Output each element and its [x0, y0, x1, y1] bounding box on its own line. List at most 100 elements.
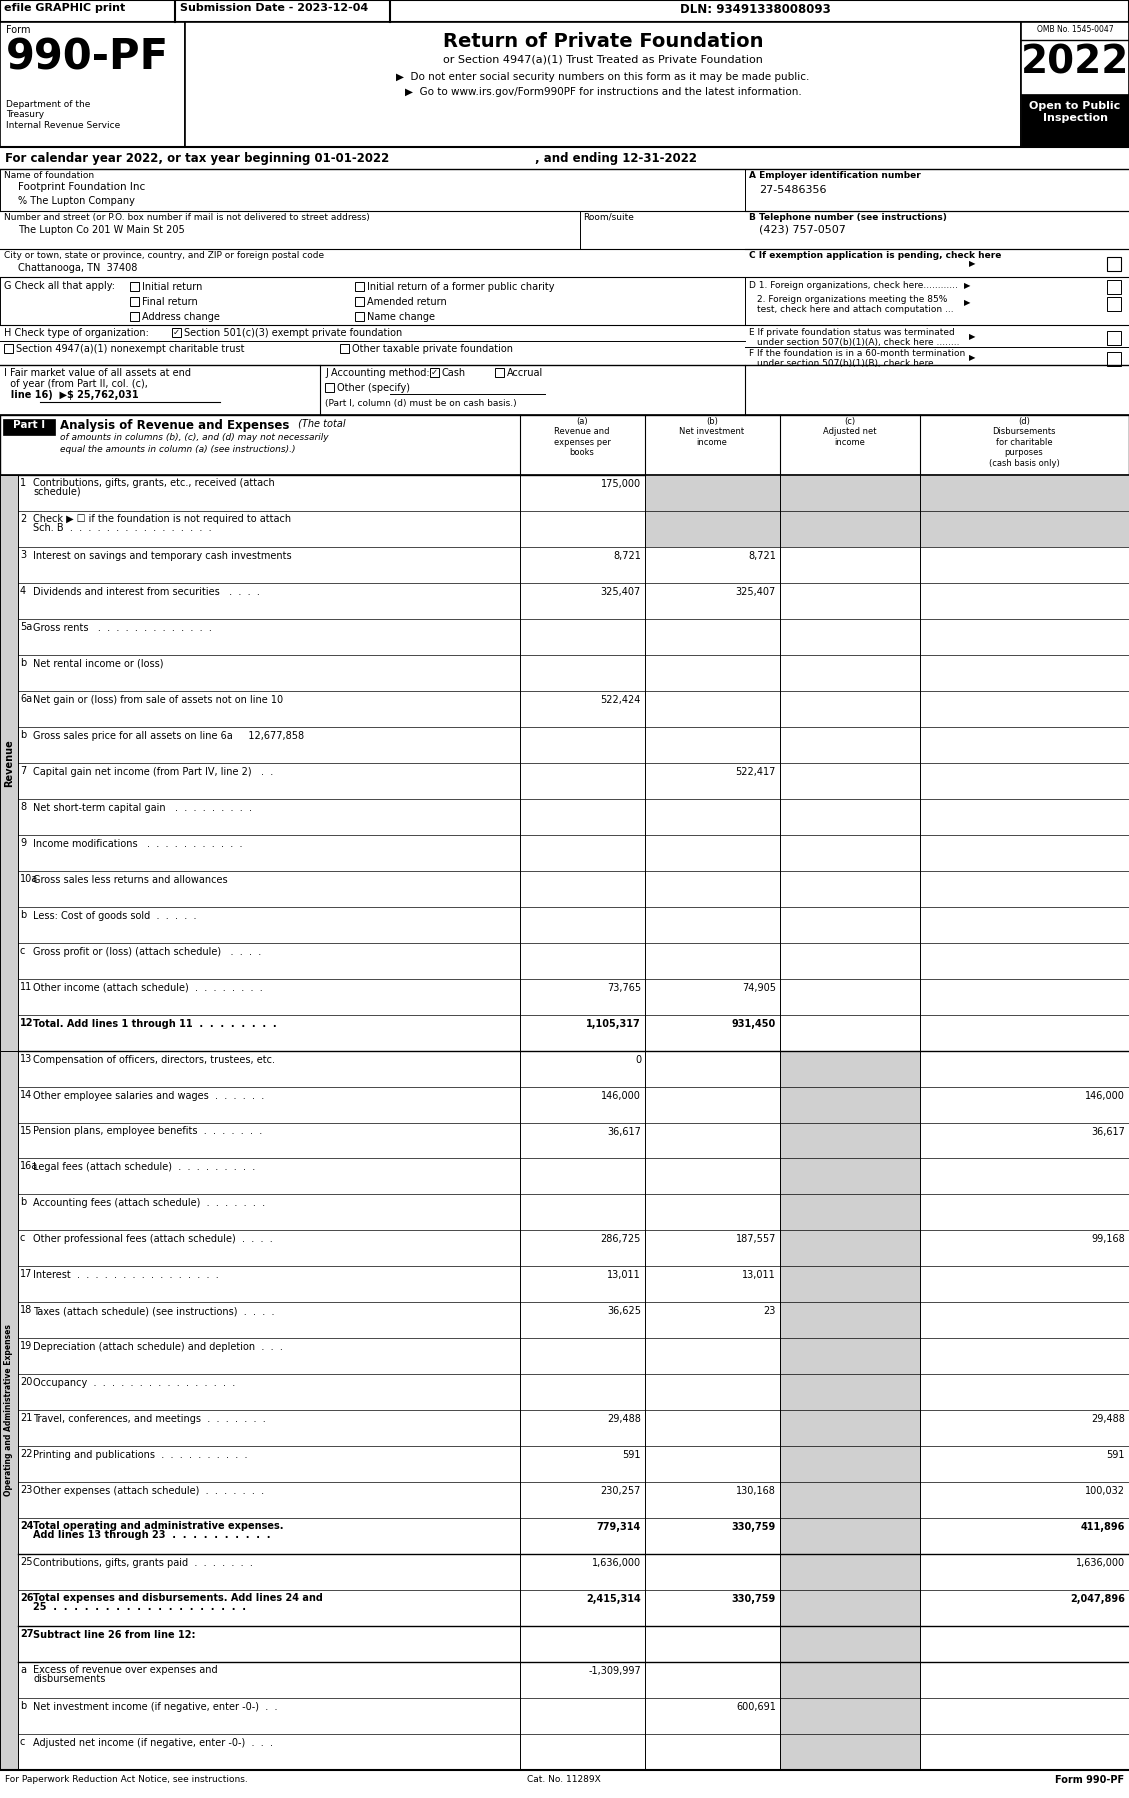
- Text: 0: 0: [634, 1055, 641, 1064]
- Text: 931,450: 931,450: [732, 1019, 776, 1028]
- Text: 100,032: 100,032: [1085, 1487, 1124, 1496]
- Bar: [745, 277, 1129, 325]
- Text: c: c: [20, 946, 25, 957]
- Text: Net investment income (if negative, enter -0-)  .  .: Net investment income (if negative, ente…: [33, 1703, 278, 1712]
- Text: Gross profit or (loss) (attach schedule)   .  .  .  .: Gross profit or (loss) (attach schedule)…: [33, 946, 261, 957]
- Bar: [1108, 352, 1121, 367]
- Text: I Fair market value of all assets at end: I Fair market value of all assets at end: [5, 369, 191, 378]
- Bar: [780, 1553, 920, 1589]
- Text: Contributions, gifts, grants, etc., received (attach: Contributions, gifts, grants, etc., rece…: [33, 478, 274, 487]
- Text: Occupancy  .  .  .  .  .  .  .  .  .  .  .  .  .  .  .  .: Occupancy . . . . . . . . . . . . . . . …: [33, 1379, 235, 1388]
- Text: ▶  Do not enter social security numbers on this form as it may be made public.: ▶ Do not enter social security numbers o…: [396, 72, 809, 83]
- Bar: [780, 1589, 920, 1625]
- Bar: [780, 1518, 920, 1553]
- Bar: [780, 1266, 920, 1302]
- Text: 522,417: 522,417: [736, 766, 776, 777]
- Text: 5a: 5a: [20, 622, 33, 631]
- Text: equal the amounts in column (a) (see instructions).): equal the amounts in column (a) (see ins…: [60, 444, 296, 455]
- Text: Revenue: Revenue: [5, 739, 14, 788]
- Text: schedule): schedule): [33, 487, 80, 496]
- Text: Name of foundation: Name of foundation: [5, 171, 94, 180]
- Text: F If the foundation is in a 60-month termination: F If the foundation is in a 60-month ter…: [749, 349, 965, 358]
- Text: % The Lupton Company: % The Lupton Company: [18, 196, 134, 207]
- Bar: [130, 297, 139, 306]
- Bar: [780, 1158, 920, 1194]
- Text: (a)
Revenue and
expenses per
books: (a) Revenue and expenses per books: [553, 417, 611, 457]
- Text: Number and street (or P.O. box number if mail is not delivered to street address: Number and street (or P.O. box number if…: [5, 212, 370, 221]
- Bar: [780, 1446, 920, 1482]
- Text: 36,617: 36,617: [607, 1127, 641, 1136]
- Bar: [0, 0, 1129, 22]
- Text: DLN: 93491338008093: DLN: 93491338008093: [680, 4, 831, 16]
- Text: under section 507(b)(1)(A), check here ........: under section 507(b)(1)(A), check here .…: [758, 338, 960, 347]
- Text: Cash: Cash: [441, 369, 466, 378]
- Text: b: b: [20, 1197, 26, 1208]
- Text: For Paperwork Reduction Act Notice, see instructions.: For Paperwork Reduction Act Notice, see …: [5, 1775, 247, 1784]
- Text: 230,257: 230,257: [601, 1487, 641, 1496]
- Text: For calendar year 2022, or tax year beginning 01-01-2022: For calendar year 2022, or tax year begi…: [5, 153, 390, 165]
- Bar: [0, 415, 1129, 475]
- Text: 1,636,000: 1,636,000: [1076, 1559, 1124, 1568]
- Bar: [780, 475, 920, 511]
- Text: Check ▶ ☐ if the foundation is not required to attach: Check ▶ ☐ if the foundation is not requi…: [33, 514, 291, 523]
- Text: 20: 20: [20, 1377, 33, 1388]
- Text: Other income (attach schedule)  .  .  .  .  .  .  .  .: Other income (attach schedule) . . . . .…: [33, 984, 263, 992]
- Text: 17: 17: [20, 1269, 33, 1280]
- Text: c: c: [20, 1737, 25, 1748]
- Text: 9: 9: [20, 838, 26, 847]
- Text: Legal fees (attach schedule)  .  .  .  .  .  .  .  .  .: Legal fees (attach schedule) . . . . . .…: [33, 1163, 255, 1172]
- Text: Name change: Name change: [367, 313, 435, 322]
- Bar: [3, 419, 55, 435]
- Text: ▶: ▶: [964, 298, 971, 307]
- Bar: [1021, 93, 1129, 147]
- Text: 13,011: 13,011: [607, 1271, 641, 1280]
- Text: ✓: ✓: [431, 369, 438, 378]
- Text: (423) 757-0507: (423) 757-0507: [759, 225, 846, 236]
- Text: 591: 591: [1106, 1451, 1124, 1460]
- Text: 990-PF: 990-PF: [6, 36, 169, 77]
- Text: Address change: Address change: [142, 313, 220, 322]
- Text: Capital gain net income (from Part IV, line 2)   .  .: Capital gain net income (from Part IV, l…: [33, 766, 273, 777]
- Bar: [780, 1302, 920, 1338]
- Text: Footprint Foundation Inc: Footprint Foundation Inc: [18, 182, 146, 192]
- Bar: [130, 313, 139, 322]
- Text: Printing and publications  .  .  .  .  .  .  .  .  .  .: Printing and publications . . . . . . . …: [33, 1451, 247, 1460]
- Text: Gross sales price for all assets on line 6a     12,677,858: Gross sales price for all assets on line…: [33, 730, 304, 741]
- Bar: [1108, 257, 1121, 271]
- Bar: [780, 1733, 920, 1769]
- Text: -1,309,997: -1,309,997: [588, 1667, 641, 1676]
- Text: Part I: Part I: [12, 421, 45, 430]
- Text: line 16)  ▶$ 25,762,031: line 16) ▶$ 25,762,031: [5, 390, 139, 399]
- Text: Section 501(c)(3) exempt private foundation: Section 501(c)(3) exempt private foundat…: [184, 327, 402, 338]
- Bar: [780, 1338, 920, 1374]
- Text: (Part I, column (d) must be on cash basis.): (Part I, column (d) must be on cash basi…: [325, 399, 517, 408]
- Bar: [355, 297, 364, 306]
- Text: Room/suite: Room/suite: [583, 212, 633, 221]
- Text: Net gain or (loss) from sale of assets not on line 10: Net gain or (loss) from sale of assets n…: [33, 694, 283, 705]
- Text: (b)
Net investment
income: (b) Net investment income: [680, 417, 744, 446]
- Text: 25  .  .  .  .  .  .  .  .  .  .  .  .  .  .  .  .  .  .  .: 25 . . . . . . . . . . . . . . . . . . .: [33, 1602, 246, 1613]
- Text: 8,721: 8,721: [749, 550, 776, 561]
- Text: 27: 27: [20, 1629, 34, 1640]
- Text: 22: 22: [20, 1449, 33, 1460]
- Text: 2,047,896: 2,047,896: [1070, 1595, 1124, 1604]
- Bar: [130, 282, 139, 291]
- Bar: [355, 282, 364, 291]
- Text: 2: 2: [20, 514, 26, 523]
- Bar: [780, 1661, 920, 1697]
- Bar: [780, 1122, 920, 1158]
- Text: Contributions, gifts, grants paid  .  .  .  .  .  .  .: Contributions, gifts, grants paid . . . …: [33, 1559, 253, 1568]
- Text: Total. Add lines 1 through 11  .  .  .  .  .  .  .  .: Total. Add lines 1 through 11 . . . . . …: [33, 1019, 277, 1028]
- Bar: [0, 169, 745, 210]
- Text: Compensation of officers, directors, trustees, etc.: Compensation of officers, directors, tru…: [33, 1055, 275, 1064]
- Text: Gross sales less returns and allowances: Gross sales less returns and allowances: [33, 874, 228, 885]
- Text: 14: 14: [20, 1090, 33, 1100]
- Text: Sch. B  .  .  .  .  .  .  .  .  .  .  .  .  .  .  .  .: Sch. B . . . . . . . . . . . . . . . .: [33, 523, 211, 532]
- Text: Initial return of a former public charity: Initial return of a former public charit…: [367, 282, 554, 291]
- Text: Taxes (attach schedule) (see instructions)  .  .  .  .: Taxes (attach schedule) (see instruction…: [33, 1307, 274, 1316]
- Bar: [172, 327, 181, 336]
- Text: 1: 1: [20, 478, 26, 487]
- Text: Excess of revenue over expenses and: Excess of revenue over expenses and: [33, 1665, 218, 1676]
- Text: 36,617: 36,617: [1091, 1127, 1124, 1136]
- Text: 1,105,317: 1,105,317: [586, 1019, 641, 1028]
